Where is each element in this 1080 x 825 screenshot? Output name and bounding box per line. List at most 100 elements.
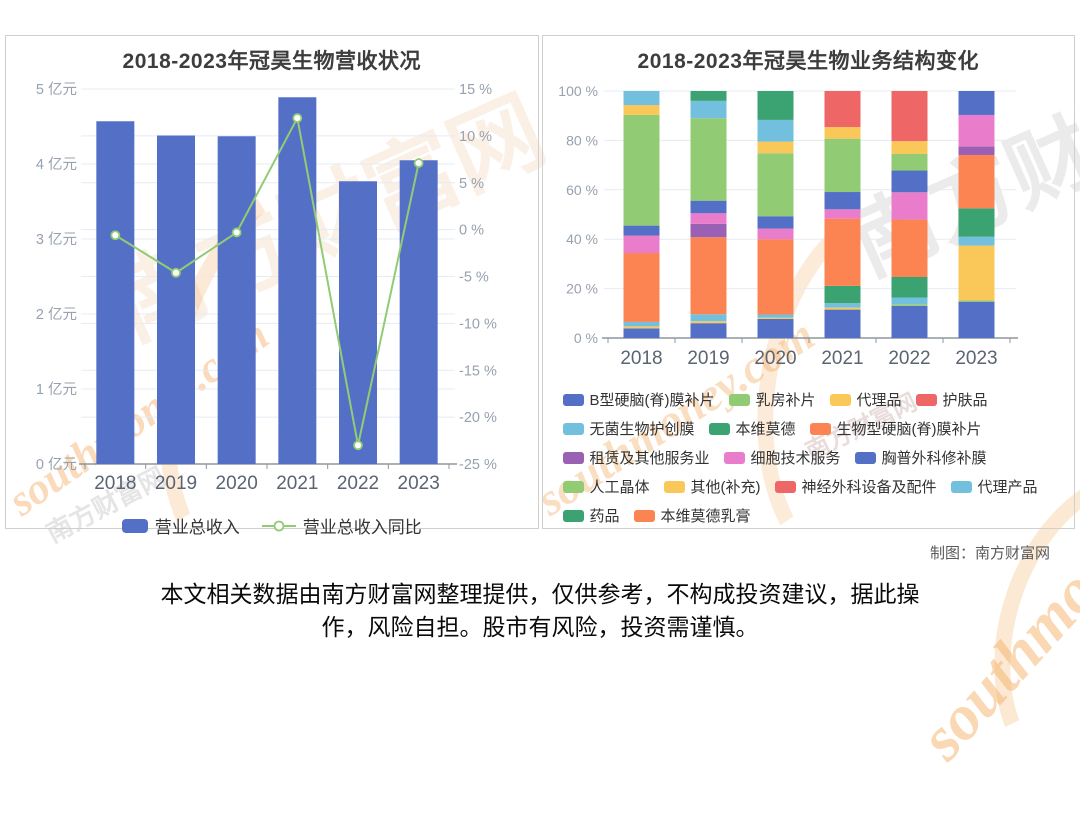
stack-segment (690, 200, 727, 214)
stack-segment (891, 192, 928, 220)
legend-label: B型硬脑(脊)膜补片 (589, 392, 715, 409)
stack-segment (757, 153, 794, 217)
stack-segment (891, 304, 928, 306)
legend-swatch (562, 393, 584, 406)
revenue-bar (278, 97, 317, 464)
legend-label: 乳房补片 (755, 392, 816, 409)
legend-bar-swatch (121, 518, 148, 533)
legend-item[interactable]: 乳房补片 (728, 389, 816, 410)
stack-segment (757, 216, 794, 229)
stack-segment (824, 209, 861, 219)
y-right-label: 5 % (459, 176, 484, 192)
structure-chart-title: 2018-2023年冠昊生物业务结构变化 (637, 50, 979, 73)
stack-segment (757, 228, 794, 240)
stack-segment (891, 141, 928, 154)
legend-swatch (562, 480, 584, 493)
stack-segment (623, 105, 660, 115)
stack-segment (757, 91, 794, 120)
legend-item-revenue[interactable]: 营业总收入 (121, 513, 240, 538)
yoy-point (171, 267, 182, 278)
y-right-label: -10 % (459, 316, 497, 332)
x-axis-label: 2020 (755, 348, 797, 369)
y-left-label: 5 亿元 (36, 81, 77, 98)
stack-segment (891, 91, 928, 142)
legend-row: 租赁及其他服务业 细胞技术服务 胸普外科修补膜 (562, 447, 1075, 468)
legend-label: 生物型硬脑(脊)膜补片 (836, 421, 982, 438)
legend-item-yoy[interactable]: 营业总收入同比 (261, 513, 422, 538)
x-axis-label: 2022 (337, 473, 379, 494)
legend-item[interactable]: 细胞技术服务 (723, 447, 841, 468)
stack-segment (757, 119, 794, 142)
stack-segment (757, 141, 794, 154)
stack-segment (757, 317, 794, 319)
stack-segment (623, 114, 660, 226)
stack-segment (824, 285, 861, 304)
disclaimer-line-1: 本文相关数据由南方财富网整理提供，仅供参考，不构成投资建议，据此操 (160, 581, 920, 607)
yoy-point (414, 158, 424, 168)
stack-segment (824, 192, 861, 210)
legend-label: 胸普外科修补膜 (881, 450, 987, 467)
x-axis-label: 2018 (94, 473, 136, 494)
legend-item[interactable]: 租赁及其他服务业 (562, 447, 710, 468)
legend-swatch (562, 509, 584, 522)
stack-segment (958, 146, 995, 155)
legend-item[interactable]: 人工晶体 (562, 476, 650, 497)
yoy-point (353, 440, 364, 451)
stack-segment (690, 321, 727, 324)
yoy-point (292, 113, 303, 123)
stack-segment (623, 235, 660, 254)
legend-item[interactable]: 代理品 (829, 389, 902, 410)
revenue-chart-panel: 2018-2023年冠昊生物营收状况 5 亿元 4 亿元 3 亿元 2 亿元 1 亿元 0… (5, 35, 539, 537)
structure-chart-legend: B型硬脑(脊)膜补片 乳房补片 代理品 护肤品无菌生物护创膜 本维莫德 生物型硬脑(脊)膜… (562, 389, 1075, 526)
legend-item[interactable]: 胸普外科修补膜 (854, 447, 987, 468)
legend-swatch (829, 393, 851, 406)
legend-swatch (728, 393, 750, 406)
legend-item[interactable]: B型硬脑(脊)膜补片 (562, 389, 715, 410)
y-left-label: 4 亿元 (36, 156, 77, 173)
stack-segment (690, 91, 727, 101)
legend-label: 本维莫德乳膏 (660, 508, 751, 525)
x-axis-label: 2023 (398, 473, 440, 494)
stack-segment (958, 114, 995, 147)
disclaimer-text: 本文相关数据由南方财富网整理提供，仅供参考，不构成投资建议，据此操 作，风险自担… (0, 578, 1080, 645)
stack-segment (623, 91, 660, 106)
legend-swatch (663, 480, 685, 493)
legend-swatch (950, 480, 972, 493)
legend-label: 代理产品 (977, 479, 1038, 496)
stack-segment (824, 218, 861, 286)
legend-label: 人工晶体 (589, 479, 650, 496)
y-axis-label: 40 % (566, 231, 598, 247)
stack-segment (690, 237, 727, 315)
charts-row: 2018-2023年冠昊生物营收状况 5 亿元 4 亿元 3 亿元 2 亿元 1 亿元 0… (5, 35, 1075, 537)
legend-swatch (915, 393, 937, 406)
legend-label: 营业总收入 (154, 518, 240, 537)
legend-item[interactable]: 无菌生物护创膜 (562, 418, 695, 439)
legend-line-swatch (261, 520, 296, 531)
legend-item[interactable]: 代理产品 (950, 476, 1038, 497)
y-left-label: 3 亿元 (36, 231, 77, 248)
legend-item[interactable]: 本维莫德乳膏 (633, 505, 751, 526)
stack-segment (690, 223, 727, 238)
legend-item[interactable]: 护肤品 (915, 389, 988, 410)
legend-item[interactable]: 药品 (562, 505, 620, 526)
legend-swatch (854, 451, 876, 464)
revenue-chart: 5 亿元 4 亿元 3 亿元 2 亿元 1 亿元 0 亿元 15 % 10 % 5 % 0 % -5… (6, 79, 538, 511)
legend-label: 神经外科设备及配件 (801, 479, 937, 496)
legend-item[interactable]: 生物型硬脑(脊)膜补片 (809, 418, 982, 439)
legend-row: 无菌生物护创膜 本维莫德 生物型硬脑(脊)膜补片 (562, 418, 1075, 439)
stack-segment (757, 314, 794, 318)
legend-swatch (723, 451, 745, 464)
legend-item[interactable]: 神经外科设备及配件 (774, 476, 937, 497)
stack-segment (623, 321, 660, 327)
stack-segment (891, 305, 928, 338)
stack-segment (958, 236, 995, 246)
legend-label: 租赁及其他服务业 (589, 450, 710, 467)
stack-segment (690, 118, 727, 201)
legend-item[interactable]: 其他(补充) (663, 476, 761, 497)
x-axis-label: 2020 (216, 473, 258, 494)
stack-segment (958, 301, 995, 338)
legend-swatch (774, 480, 796, 493)
x-axis-label: 2021 (276, 473, 318, 494)
legend-item[interactable]: 本维莫德 (708, 418, 796, 439)
stack-segment (824, 309, 861, 338)
